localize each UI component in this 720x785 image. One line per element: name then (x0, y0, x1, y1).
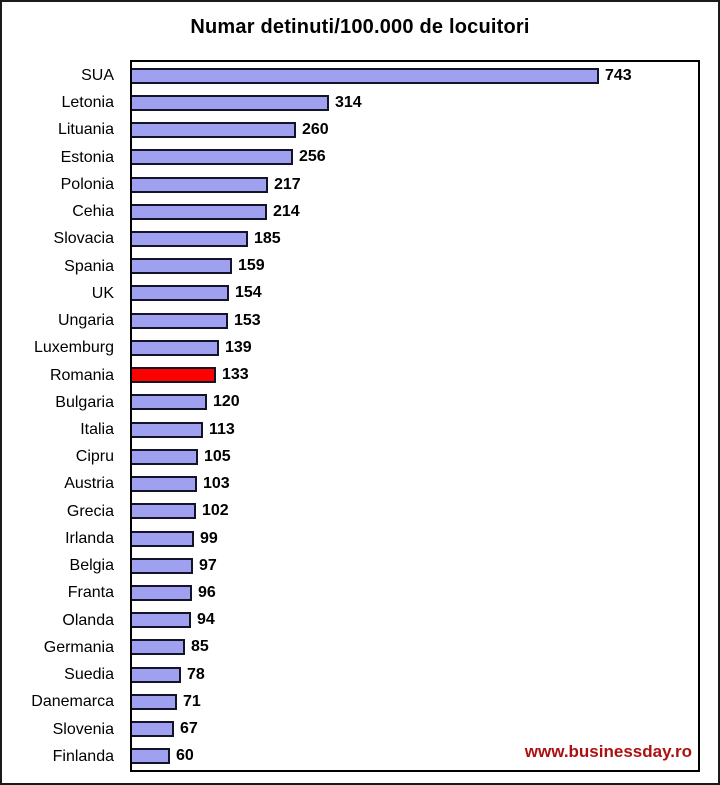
value-label: 96 (198, 584, 216, 601)
category-label: Franta (67, 584, 114, 602)
plot-area: www.businessday.ro 743 314 260 256 217 214 185… (130, 60, 700, 772)
value-label: 314 (335, 93, 362, 111)
category-label: Lituania (57, 121, 114, 139)
category-label: Cehia (72, 203, 114, 221)
chart-title: Numar detinuti/100.000 de locuitori (190, 16, 530, 38)
category-label: Suedia (64, 666, 114, 684)
value-label: 120 (213, 393, 240, 411)
category-label: UK (91, 284, 114, 302)
value-label: 85 (191, 638, 209, 656)
bar-highlight (132, 367, 216, 384)
category-label: Slovenia (52, 720, 114, 738)
value-label: 60 (176, 747, 194, 765)
category-gutter: SUA Letonia Lituania Estonia Polonia Cehia Slo… (2, 62, 122, 770)
category-label: Irlanda (65, 529, 114, 547)
bar (132, 421, 203, 438)
category-label: Germania (43, 638, 114, 656)
bar (132, 585, 192, 601)
category-label: Luxemburg (33, 339, 114, 357)
bar (132, 530, 194, 547)
bar (132, 149, 293, 166)
value-label: 105 (204, 447, 231, 465)
value-label: 139 (225, 338, 252, 356)
value-label: 743 (605, 66, 632, 84)
value-label: 78 (187, 665, 205, 683)
category-label: Austria (64, 475, 114, 493)
value-label: 94 (197, 611, 215, 629)
bar (132, 94, 329, 111)
category-label: Ungaria (57, 312, 114, 330)
category-label: Letonia (61, 94, 115, 112)
category-label: Cipru (75, 448, 114, 466)
category-label: Estonia (60, 148, 114, 166)
category-label: Bulgaria (55, 393, 114, 411)
bar (132, 176, 268, 193)
bar (132, 721, 174, 738)
bar (132, 339, 219, 356)
category-label: Olanda (62, 611, 114, 629)
value-label: 217 (274, 175, 301, 193)
value-label: 102 (202, 502, 229, 520)
bar (132, 67, 599, 84)
bar (132, 394, 207, 411)
value-label: 99 (200, 529, 218, 547)
category-label: Danemarca (31, 693, 114, 711)
value-label: 97 (199, 556, 217, 574)
value-label: 133 (222, 366, 249, 384)
category-label: Spania (64, 257, 114, 275)
value-label: 67 (180, 720, 198, 738)
watermark: www.businessday.ro (524, 742, 692, 761)
value-label: 256 (299, 148, 326, 166)
bar (132, 639, 185, 656)
bar (132, 285, 229, 302)
bar (132, 122, 296, 139)
category-label: SUA (81, 67, 114, 84)
category-label: Polonia (60, 175, 114, 193)
bar (132, 312, 228, 329)
value-label: 260 (302, 121, 329, 139)
category-label: Finlanda (52, 747, 114, 765)
bar (132, 748, 170, 765)
category-label: Romania (49, 366, 114, 384)
bar (132, 258, 232, 275)
category-label: Slovacia (53, 230, 114, 248)
value-label: 103 (203, 475, 230, 493)
bar (132, 448, 198, 465)
bar (132, 203, 267, 220)
value-label: 153 (234, 311, 261, 329)
category-label: Grecia (66, 502, 114, 520)
bar (132, 612, 191, 629)
bar (132, 557, 193, 574)
value-label: 71 (183, 692, 201, 710)
value-label: 113 (209, 420, 235, 438)
category-label: Italia (80, 421, 114, 438)
bar (132, 476, 197, 493)
bar (132, 503, 196, 520)
value-label: 159 (238, 257, 265, 275)
value-label: 214 (273, 202, 300, 220)
value-label: 154 (235, 284, 262, 302)
bar (132, 693, 177, 710)
value-label: 185 (254, 230, 281, 247)
bar (132, 666, 181, 683)
bar (132, 231, 248, 247)
category-label: Belgia (69, 557, 114, 575)
